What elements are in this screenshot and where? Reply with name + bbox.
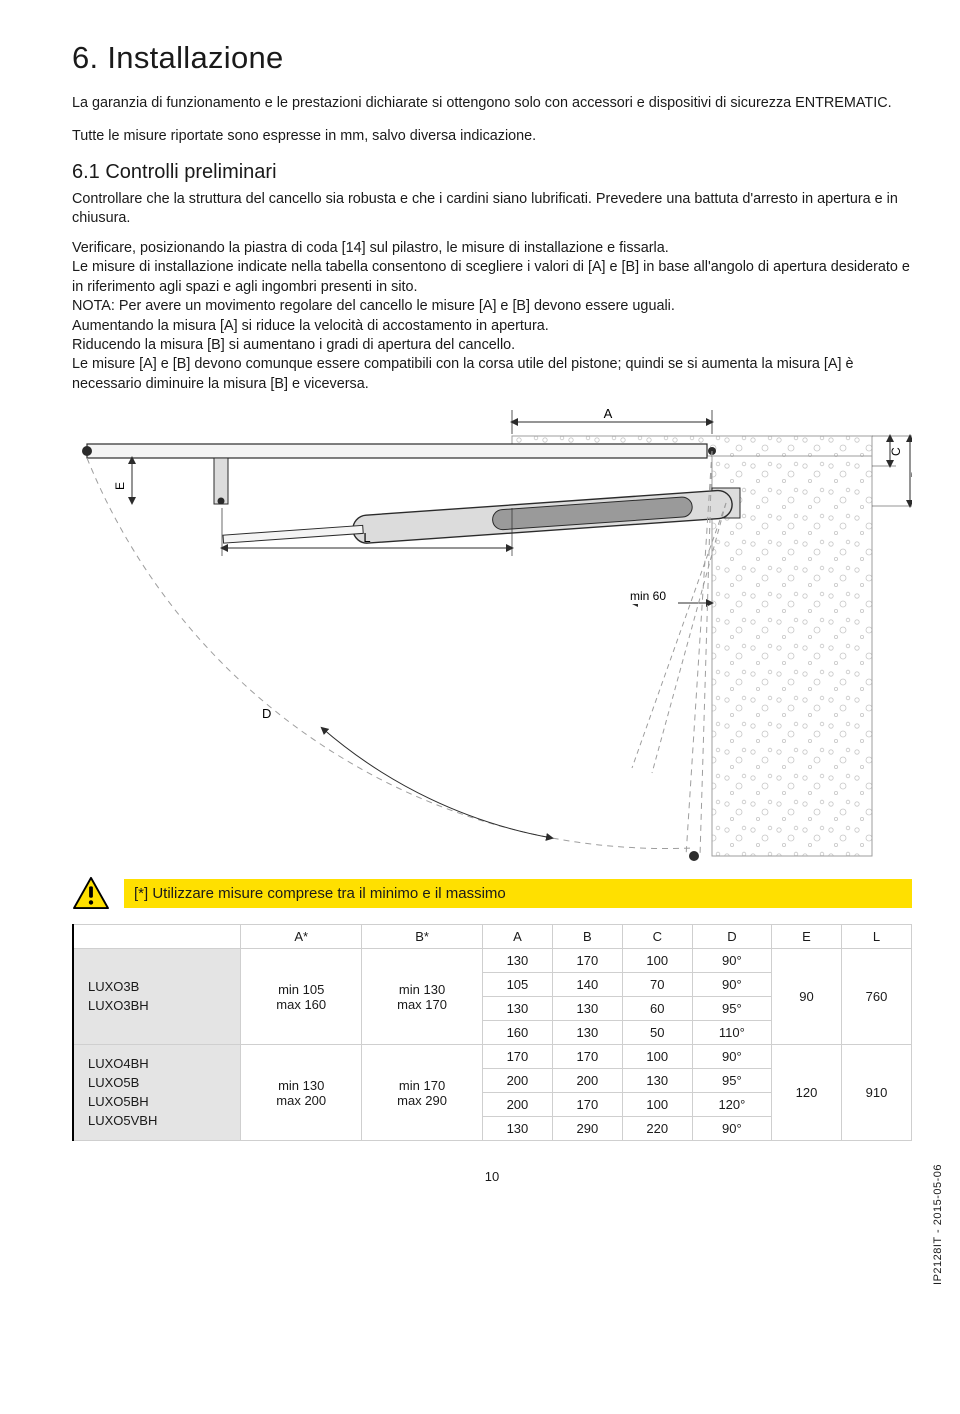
dim-label-b: B bbox=[909, 470, 912, 478]
intro-paragraph-2: Tutte le misure riportate sono espresse … bbox=[72, 127, 912, 146]
table-header: E bbox=[772, 925, 842, 949]
value-cell: 290 bbox=[552, 1117, 622, 1141]
value-cell: 160 bbox=[482, 1021, 552, 1045]
l-cell: 910 bbox=[841, 1045, 911, 1141]
value-cell: 130 bbox=[552, 1021, 622, 1045]
a-star-cell: min 105max 160 bbox=[241, 949, 362, 1045]
body-paragraph-6: Le misure [A] e [B] devono comunque esse… bbox=[72, 355, 912, 394]
value-cell: 95° bbox=[692, 1069, 771, 1093]
table-row: LUXO4BHLUXO5BLUXO5BHLUXO5VBHmin 130max 2… bbox=[73, 1045, 912, 1069]
value-cell: 105 bbox=[482, 973, 552, 997]
value-cell: 90° bbox=[692, 1045, 771, 1069]
value-cell: 90° bbox=[692, 1117, 771, 1141]
dim-label-min60: min 60 bbox=[630, 589, 666, 603]
value-cell: 130 bbox=[482, 997, 552, 1021]
dim-label-d: D bbox=[262, 706, 271, 721]
actuator-drawing bbox=[214, 458, 740, 553]
table-row: LUXO3BLUXO3BHmin 105max 160min 130max 17… bbox=[73, 949, 912, 973]
value-cell: 170 bbox=[552, 949, 622, 973]
page-title: 6. Installazione bbox=[72, 40, 912, 76]
body-paragraph-3: NOTA: Per avere un movimento regolare de… bbox=[72, 297, 912, 316]
table-header: C bbox=[622, 925, 692, 949]
value-cell: 120° bbox=[692, 1093, 771, 1117]
dim-label-a: A bbox=[604, 408, 613, 421]
table-header: D bbox=[692, 925, 771, 949]
value-cell: 220 bbox=[622, 1117, 692, 1141]
body-paragraph-4: Aumentando la misura [A] si riduce la ve… bbox=[72, 317, 912, 336]
value-cell: 200 bbox=[552, 1069, 622, 1093]
value-cell: 90° bbox=[692, 973, 771, 997]
value-cell: 130 bbox=[482, 1117, 552, 1141]
body-paragraph-2: Le misure di installazione indicate nell… bbox=[72, 258, 912, 297]
value-cell: 50 bbox=[622, 1021, 692, 1045]
value-cell: 130 bbox=[552, 997, 622, 1021]
e-cell: 90 bbox=[772, 949, 842, 1045]
subsection-paragraph-1: Controllare che la struttura del cancell… bbox=[72, 190, 912, 229]
value-cell: 95° bbox=[692, 997, 771, 1021]
table-header: B bbox=[552, 925, 622, 949]
page-number: 10 bbox=[72, 1169, 912, 1184]
b-star-cell: min 130max 170 bbox=[362, 949, 483, 1045]
body-paragraph-5: Riducendo la misura [B] si aumentano i g… bbox=[72, 336, 912, 355]
warning-text: [*] Utilizzare misure comprese tra il mi… bbox=[124, 879, 912, 908]
value-cell: 130 bbox=[622, 1069, 692, 1093]
dim-label-c: C bbox=[889, 447, 903, 456]
document-code: IP2128IT - 2015-05-06 bbox=[932, 1164, 944, 1285]
warning-icon bbox=[72, 876, 110, 910]
a-star-cell: min 130max 200 bbox=[241, 1045, 362, 1141]
installation-diagram: A C B E L min 60 bbox=[72, 408, 912, 868]
model-cell: LUXO4BHLUXO5BLUXO5BHLUXO5VBH bbox=[73, 1045, 241, 1141]
intro-paragraph-1: La garanzia di funzionamento e le presta… bbox=[72, 94, 912, 113]
model-cell: LUXO3BLUXO3BH bbox=[73, 949, 241, 1045]
value-cell: 200 bbox=[482, 1093, 552, 1117]
body-paragraph-1: Verificare, posizionando la piastra di c… bbox=[72, 239, 912, 258]
table-header: B* bbox=[362, 925, 483, 949]
dim-label-e: E bbox=[113, 482, 127, 490]
subsection-title: 6.1 Controlli preliminari bbox=[72, 161, 912, 184]
value-cell: 170 bbox=[552, 1093, 622, 1117]
value-cell: 100 bbox=[622, 1045, 692, 1069]
b-star-cell: min 170max 290 bbox=[362, 1045, 483, 1141]
value-cell: 130 bbox=[482, 949, 552, 973]
value-cell: 100 bbox=[622, 949, 692, 973]
value-cell: 60 bbox=[622, 997, 692, 1021]
value-cell: 90° bbox=[692, 949, 771, 973]
value-cell: 200 bbox=[482, 1069, 552, 1093]
warning-bar: [*] Utilizzare misure comprese tra il mi… bbox=[72, 876, 912, 910]
l-cell: 760 bbox=[841, 949, 911, 1045]
table-header: A* bbox=[241, 925, 362, 949]
value-cell: 170 bbox=[482, 1045, 552, 1069]
value-cell: 110° bbox=[692, 1021, 771, 1045]
dim-label-l: L bbox=[363, 530, 370, 545]
value-cell: 100 bbox=[622, 1093, 692, 1117]
value-cell: 170 bbox=[552, 1045, 622, 1069]
value-cell: 140 bbox=[552, 973, 622, 997]
table-header: L bbox=[841, 925, 911, 949]
table-header-blank bbox=[73, 925, 241, 949]
value-cell: 70 bbox=[622, 973, 692, 997]
e-cell: 120 bbox=[772, 1045, 842, 1141]
dimensions-table: A* B* A B C D E L LUXO3BLUXO3BHmin 105ma… bbox=[72, 924, 912, 1141]
table-header: A bbox=[482, 925, 552, 949]
